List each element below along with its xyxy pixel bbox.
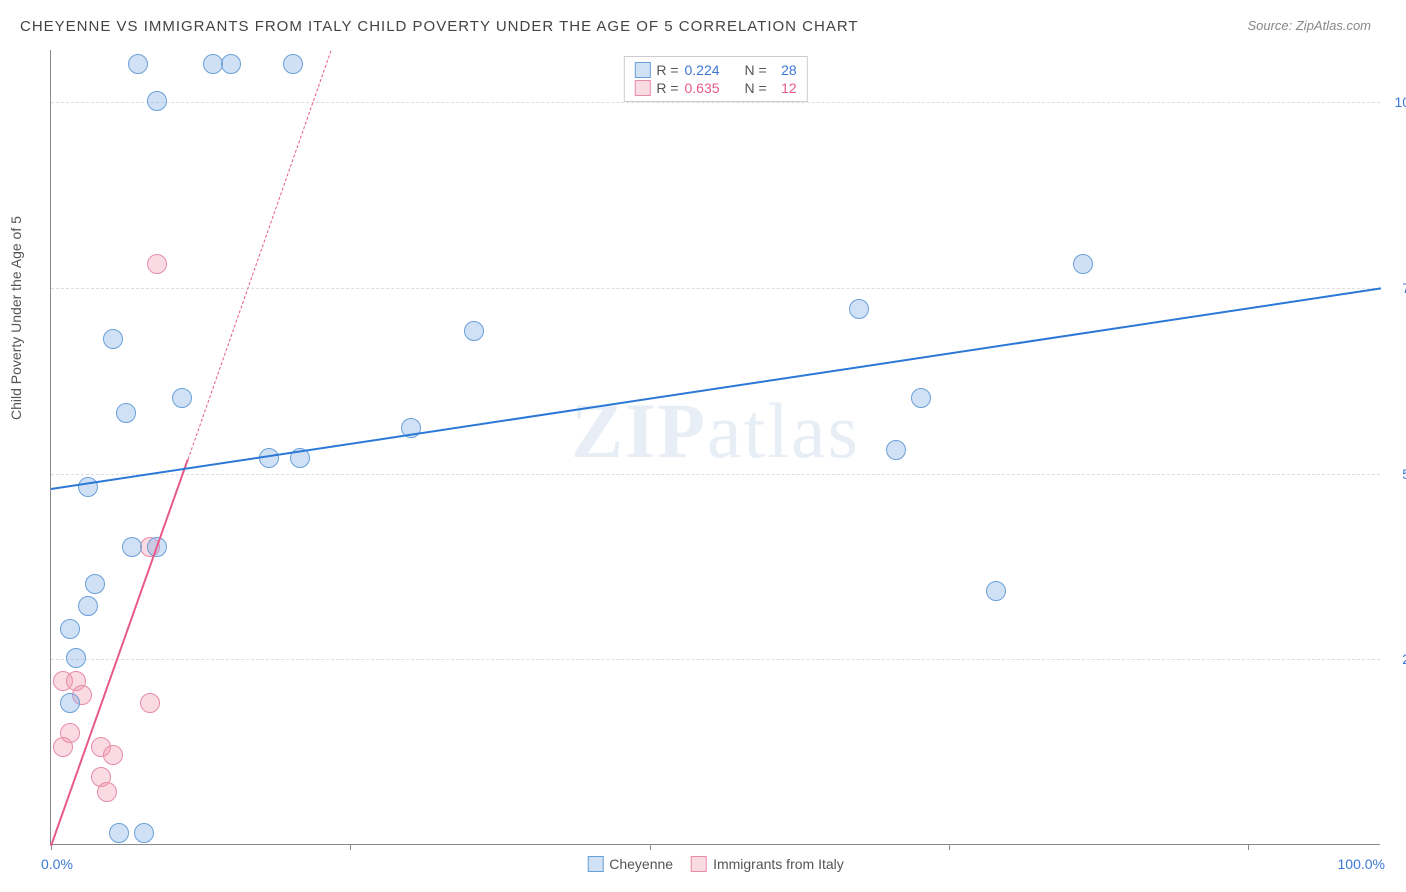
y-tick-label: 100.0% xyxy=(1387,94,1406,110)
scatter-point-cheyenne xyxy=(109,823,129,843)
legend-series: Cheyenne Immigrants from Italy xyxy=(587,856,844,872)
plot-area: ZIPatlas R =0.224N =28R =0.635N =12 Chey… xyxy=(50,50,1380,845)
legend-swatch xyxy=(634,62,650,78)
legend-r-label: R = xyxy=(656,80,678,96)
scatter-point-cheyenne xyxy=(147,91,167,111)
y-axis-label: Child Poverty Under the Age of 5 xyxy=(8,216,24,420)
gridline xyxy=(51,474,1380,475)
scatter-point-cheyenne xyxy=(134,823,154,843)
scatter-point-cheyenne xyxy=(283,54,303,74)
x-tick-label-max: 100.0% xyxy=(1338,856,1385,872)
scatter-point-cheyenne xyxy=(986,581,1006,601)
scatter-point-italy xyxy=(140,693,160,713)
y-tick-label: 25.0% xyxy=(1387,651,1406,667)
scatter-point-cheyenne xyxy=(203,54,223,74)
legend-swatch xyxy=(634,80,650,96)
legend-n-value: 12 xyxy=(773,80,797,96)
legend-r-label: R = xyxy=(656,62,678,78)
x-tick-label-min: 0.0% xyxy=(41,856,73,872)
scatter-point-italy xyxy=(147,254,167,274)
scatter-point-italy xyxy=(97,782,117,802)
legend-n-label: N = xyxy=(745,80,767,96)
legend-swatch xyxy=(587,856,603,872)
legend-r-value: 0.224 xyxy=(685,62,731,78)
scatter-point-cheyenne xyxy=(85,574,105,594)
trend-line xyxy=(51,288,1381,491)
scatter-point-cheyenne xyxy=(60,619,80,639)
scatter-point-cheyenne xyxy=(60,693,80,713)
scatter-point-cheyenne xyxy=(886,440,906,460)
scatter-point-cheyenne xyxy=(116,403,136,423)
gridline xyxy=(51,102,1380,103)
scatter-point-cheyenne xyxy=(103,329,123,349)
legend-correlation: R = 0.224 N = 28 R = 0.635 N = 12 xyxy=(623,56,807,102)
chart-title: CHEYENNE VS IMMIGRANTS FROM ITALY CHILD … xyxy=(20,18,859,35)
legend-r-value: 0.635 xyxy=(685,80,731,96)
legend-swatch xyxy=(691,856,707,872)
x-tick xyxy=(350,844,351,850)
scatter-point-cheyenne xyxy=(122,537,142,557)
scatter-point-cheyenne xyxy=(128,54,148,74)
legend-series-label: Cheyenne xyxy=(609,856,673,872)
scatter-point-cheyenne xyxy=(66,648,86,668)
source-attribution: Source: ZipAtlas.com xyxy=(1247,18,1371,33)
trend-line-extrapolated xyxy=(187,50,331,459)
legend-n-value: 28 xyxy=(773,62,797,78)
scatter-point-italy xyxy=(53,737,73,757)
gridline xyxy=(51,288,1380,289)
scatter-point-cheyenne xyxy=(172,388,192,408)
scatter-point-cheyenne xyxy=(849,299,869,319)
scatter-point-cheyenne xyxy=(1073,254,1093,274)
y-tick-label: 50.0% xyxy=(1387,466,1406,482)
scatter-point-cheyenne xyxy=(78,596,98,616)
scatter-point-cheyenne xyxy=(911,388,931,408)
legend-series-item: Immigrants from Italy xyxy=(691,856,844,872)
gridline xyxy=(51,659,1380,660)
scatter-point-cheyenne xyxy=(221,54,241,74)
x-tick xyxy=(1248,844,1249,850)
legend-series-label: Immigrants from Italy xyxy=(713,856,844,872)
legend-n-label: N = xyxy=(745,62,767,78)
legend-row: R = 0.224 N = 28 xyxy=(634,61,796,79)
legend-row: R = 0.635 N = 12 xyxy=(634,79,796,97)
watermark: ZIPatlas xyxy=(571,386,860,476)
x-tick xyxy=(949,844,950,850)
y-tick-label: 75.0% xyxy=(1387,280,1406,296)
x-tick xyxy=(650,844,651,850)
scatter-point-cheyenne xyxy=(464,321,484,341)
legend-series-item: Cheyenne xyxy=(587,856,673,872)
scatter-point-italy xyxy=(103,745,123,765)
